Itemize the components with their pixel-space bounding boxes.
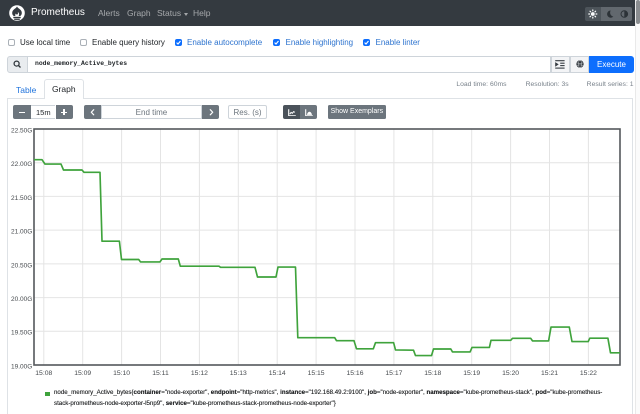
svg-text:20.50G: 20.50G <box>11 262 32 269</box>
svg-text:21.00G: 21.00G <box>11 229 32 236</box>
svg-text:20.00G: 20.00G <box>11 296 32 303</box>
svg-text:15:18: 15:18 <box>424 370 441 377</box>
svg-text:15:14: 15:14 <box>269 370 286 377</box>
svg-text:22.50G: 22.50G <box>11 127 32 134</box>
svg-text:15:08: 15:08 <box>35 370 52 377</box>
svg-text:15:11: 15:11 <box>152 370 169 377</box>
svg-text:15:09: 15:09 <box>74 370 91 377</box>
svg-text:15:19: 15:19 <box>463 370 480 377</box>
svg-text:15:22: 15:22 <box>580 370 597 377</box>
svg-text:22.00G: 22.00G <box>11 161 32 168</box>
svg-text:19.50G: 19.50G <box>11 330 32 337</box>
svg-text:19.00G: 19.00G <box>11 363 32 370</box>
svg-text:15:20: 15:20 <box>502 370 519 377</box>
svg-text:15:16: 15:16 <box>346 370 363 377</box>
svg-text:15:21: 15:21 <box>541 370 558 377</box>
svg-text:15:10: 15:10 <box>113 370 130 377</box>
svg-text:15:13: 15:13 <box>230 370 247 377</box>
svg-text:15:17: 15:17 <box>385 370 402 377</box>
svg-text:15:12: 15:12 <box>191 370 208 377</box>
svg-text:21.50G: 21.50G <box>11 195 32 202</box>
svg-text:15:15: 15:15 <box>308 370 325 377</box>
